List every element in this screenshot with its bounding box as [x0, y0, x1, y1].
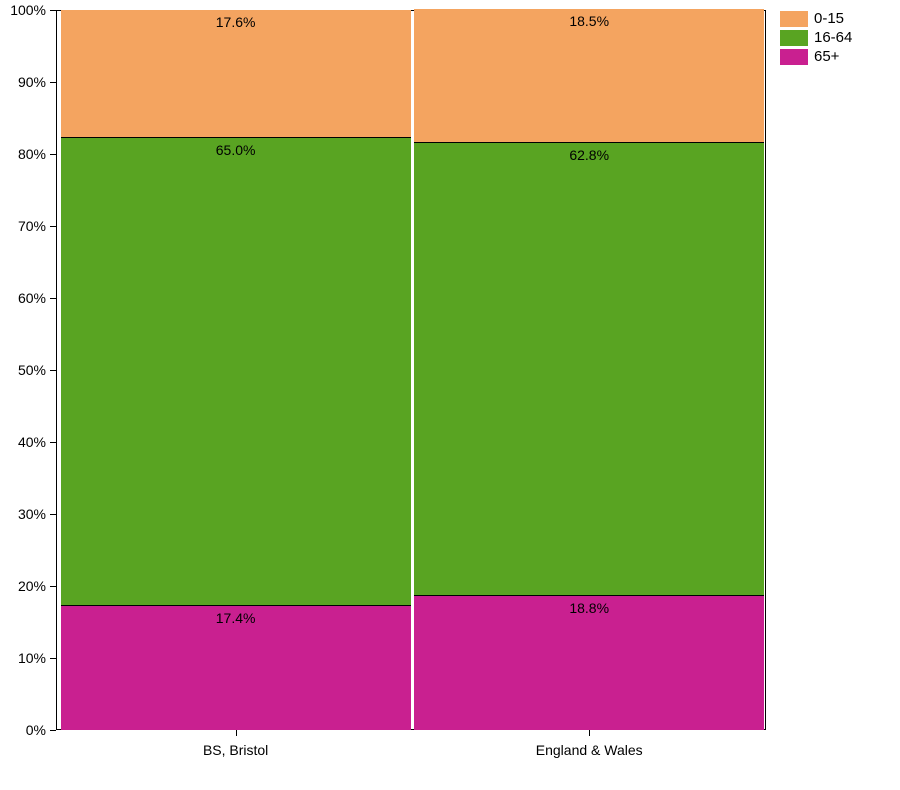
y-tick-mark	[50, 586, 56, 587]
segment-value-label: 17.4%	[216, 610, 256, 626]
y-tick-label: 80%	[0, 146, 46, 162]
segment-value-label: 18.5%	[569, 13, 609, 29]
stacked-bar: 17.4% 65.0% 17.6%	[61, 10, 411, 730]
bar-segment: 65.0%	[61, 137, 411, 605]
legend: 0-15 16-64 65+	[780, 10, 852, 67]
y-tick-mark	[50, 370, 56, 371]
legend-label: 0-15	[814, 10, 844, 27]
y-tick-label: 100%	[0, 2, 46, 18]
y-tick-label: 70%	[0, 218, 46, 234]
y-tick-label: 50%	[0, 362, 46, 378]
legend-item: 16-64	[780, 29, 852, 46]
y-tick-mark	[50, 514, 56, 515]
legend-swatch	[780, 30, 808, 46]
x-category-label: England & Wales	[536, 742, 643, 758]
x-category-label: BS, Bristol	[203, 742, 268, 758]
legend-swatch	[780, 11, 808, 27]
bar-segment: 18.5%	[414, 9, 764, 142]
bar-segment: 17.4%	[61, 605, 411, 730]
y-tick-mark	[50, 658, 56, 659]
y-tick-label: 20%	[0, 578, 46, 594]
segment-value-label: 17.6%	[216, 14, 256, 30]
legend-label: 65+	[814, 48, 839, 65]
y-tick-mark	[50, 10, 56, 11]
bar-segment: 17.6%	[61, 10, 411, 137]
y-tick-mark	[50, 154, 56, 155]
bar-segment: 18.8%	[414, 595, 764, 730]
stacked-bar: 18.8% 62.8% 18.5%	[414, 10, 764, 730]
y-tick-label: 90%	[0, 74, 46, 90]
segment-value-label: 65.0%	[216, 142, 256, 158]
segment-value-label: 62.8%	[569, 147, 609, 163]
y-tick-mark	[50, 226, 56, 227]
y-tick-mark	[50, 730, 56, 731]
y-tick-label: 60%	[0, 290, 46, 306]
y-tick-label: 40%	[0, 434, 46, 450]
y-tick-label: 10%	[0, 650, 46, 666]
y-tick-label: 30%	[0, 506, 46, 522]
legend-swatch	[780, 49, 808, 65]
chart-container: 0-15 16-64 65+ 0% 10% 20% 30% 40% 50% 60% 70% 80% 9…	[0, 0, 900, 790]
segment-value-label: 18.8%	[569, 600, 609, 616]
legend-label: 16-64	[814, 29, 852, 46]
bar-segment: 62.8%	[414, 142, 764, 594]
x-tick-mark	[236, 730, 237, 736]
y-tick-label: 0%	[0, 722, 46, 738]
y-tick-mark	[50, 82, 56, 83]
y-tick-mark	[50, 442, 56, 443]
y-tick-mark	[50, 298, 56, 299]
x-tick-mark	[589, 730, 590, 736]
legend-item: 0-15	[780, 10, 852, 27]
legend-item: 65+	[780, 48, 852, 65]
